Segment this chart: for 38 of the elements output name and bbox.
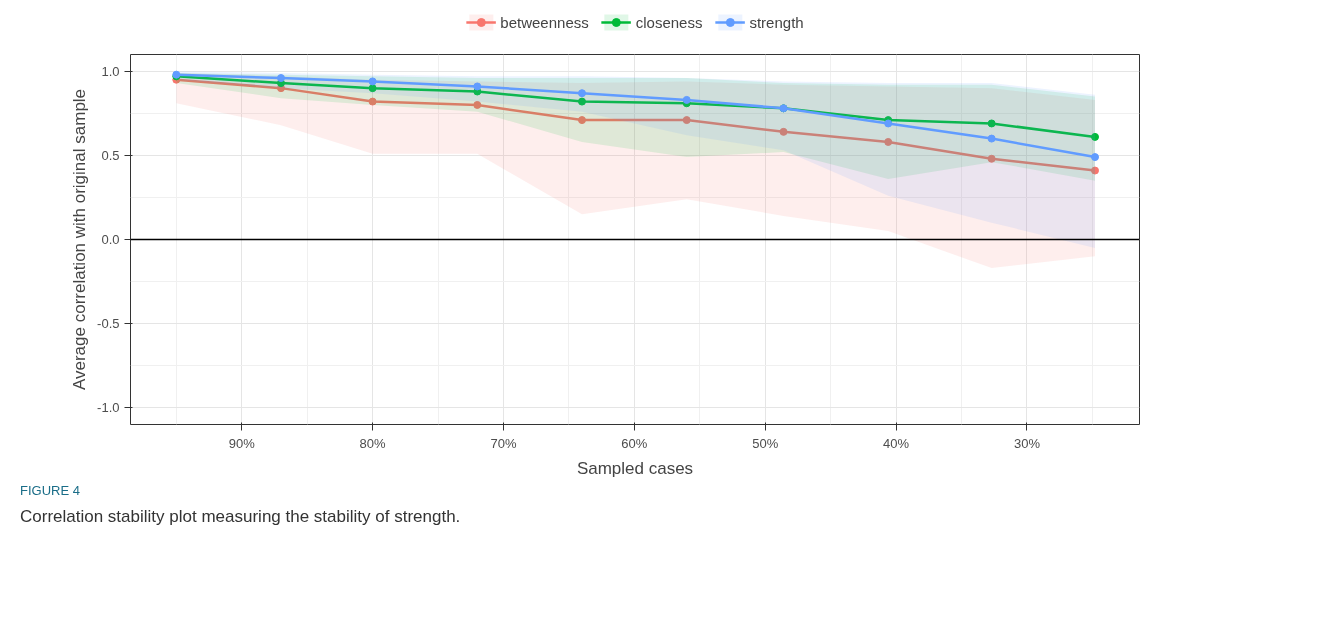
point [368, 84, 377, 93]
point [987, 134, 996, 143]
caption: FIGURE 4 [20, 482, 80, 500]
point [578, 89, 586, 98]
point [987, 154, 996, 163]
point [578, 116, 586, 125]
point [1091, 153, 1099, 162]
x-tick-label: 80% [359, 435, 387, 451]
point [578, 97, 586, 106]
y-tick-label: -0.5 [97, 316, 120, 332]
y-tick-label: 1.0 [101, 63, 120, 79]
legend-label: betweenness [500, 13, 589, 31]
y-tick-label: 0.0 [101, 232, 120, 247]
point [682, 116, 691, 125]
point [884, 137, 893, 146]
x-tick-label: 40% [883, 435, 910, 451]
point [987, 119, 996, 128]
y-tick-label: -1.0 [97, 400, 120, 416]
x-tick-label: 30% [1013, 435, 1041, 451]
legend-label: closeness [635, 13, 703, 31]
point [1091, 132, 1099, 141]
legend-label: strength [749, 13, 804, 31]
x-tick-label: 70% [490, 435, 517, 451]
point [1091, 166, 1099, 175]
x-tick-label: 90% [228, 435, 256, 451]
point [473, 82, 482, 91]
point [277, 74, 285, 83]
point [779, 127, 788, 136]
x-tick-label: 50% [752, 435, 779, 451]
x-axis-title: Sampled cases [576, 458, 694, 478]
text: Correlation stability plot measuring the stability of strength. [20, 505, 461, 528]
point [473, 100, 482, 109]
point [682, 95, 691, 104]
y-axis-title: Average correlation with original sample [70, 88, 90, 391]
point [368, 97, 377, 106]
point [368, 77, 377, 86]
x-tick-label: 60% [621, 435, 648, 451]
y-tick-label: 0.5 [101, 147, 120, 163]
